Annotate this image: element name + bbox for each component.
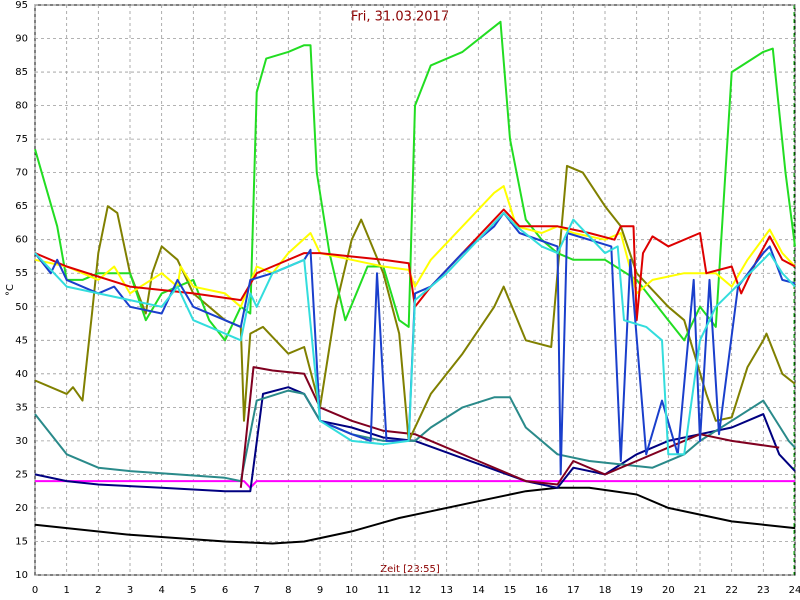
y-tick-label: 45: [15, 335, 28, 346]
y-tick-label: 35: [15, 402, 28, 413]
x-tick-label: 3: [127, 585, 133, 596]
x-tick-label: 8: [285, 585, 291, 596]
x-tick-label: 9: [317, 585, 323, 596]
x-tick-label: 20: [662, 585, 675, 596]
x-tick-label: 2: [95, 585, 101, 596]
x-tick-label: 1: [63, 585, 69, 596]
y-tick-label: 70: [15, 168, 28, 179]
y-tick-label: 50: [15, 302, 28, 313]
x-tick-label: 17: [567, 585, 580, 596]
chart-title: Fri, 31.03.2017: [351, 10, 449, 25]
x-tick-label: 11: [377, 585, 390, 596]
x-tick-label: 7: [253, 585, 259, 596]
y-tick-label: 90: [15, 34, 28, 45]
y-tick-label: 85: [15, 67, 28, 78]
y-tick-label: 20: [15, 503, 28, 514]
y-tick-label: 30: [15, 436, 28, 447]
y-tick-label: 80: [15, 101, 28, 112]
series-line: [34, 486, 796, 545]
x-tick-label: 19: [630, 585, 643, 596]
y-tick-label: 40: [15, 369, 28, 380]
y-tick-label: 55: [15, 268, 28, 279]
x-tick-label: 6: [222, 585, 228, 596]
x-axis-label: Zeit [23:55]: [380, 564, 440, 575]
y-tick-label: 65: [15, 201, 28, 212]
y-tick-label: 15: [15, 536, 28, 547]
series-line: [34, 386, 796, 493]
series-line: [34, 208, 796, 322]
y-tick-label: 10: [15, 570, 28, 581]
y-tick-label: 95: [15, 0, 28, 11]
x-tick-label: 5: [190, 585, 196, 596]
x-tick-label: 12: [409, 585, 422, 596]
x-tick-label: 10: [345, 585, 358, 596]
x-tick-label: 18: [599, 585, 612, 596]
x-tick-label: 4: [158, 585, 164, 596]
x-tick-label: 13: [440, 585, 453, 596]
x-tick-label: 24: [789, 585, 800, 596]
y-tick-label: 25: [15, 469, 28, 480]
series-line: [34, 211, 796, 456]
x-tick-label: 22: [725, 585, 738, 596]
y-tick-label: 75: [15, 134, 28, 145]
y-axis-label: °C: [5, 284, 16, 296]
x-tick-label: 15: [504, 585, 517, 596]
x-tick-label: 21: [694, 585, 707, 596]
x-tick-label: 0: [32, 585, 38, 596]
x-tick-label: 16: [535, 585, 548, 596]
y-tick-label: 60: [15, 235, 28, 246]
x-tick-label: 23: [757, 585, 770, 596]
x-tick-label: 14: [472, 585, 485, 596]
series-line: [34, 389, 796, 483]
